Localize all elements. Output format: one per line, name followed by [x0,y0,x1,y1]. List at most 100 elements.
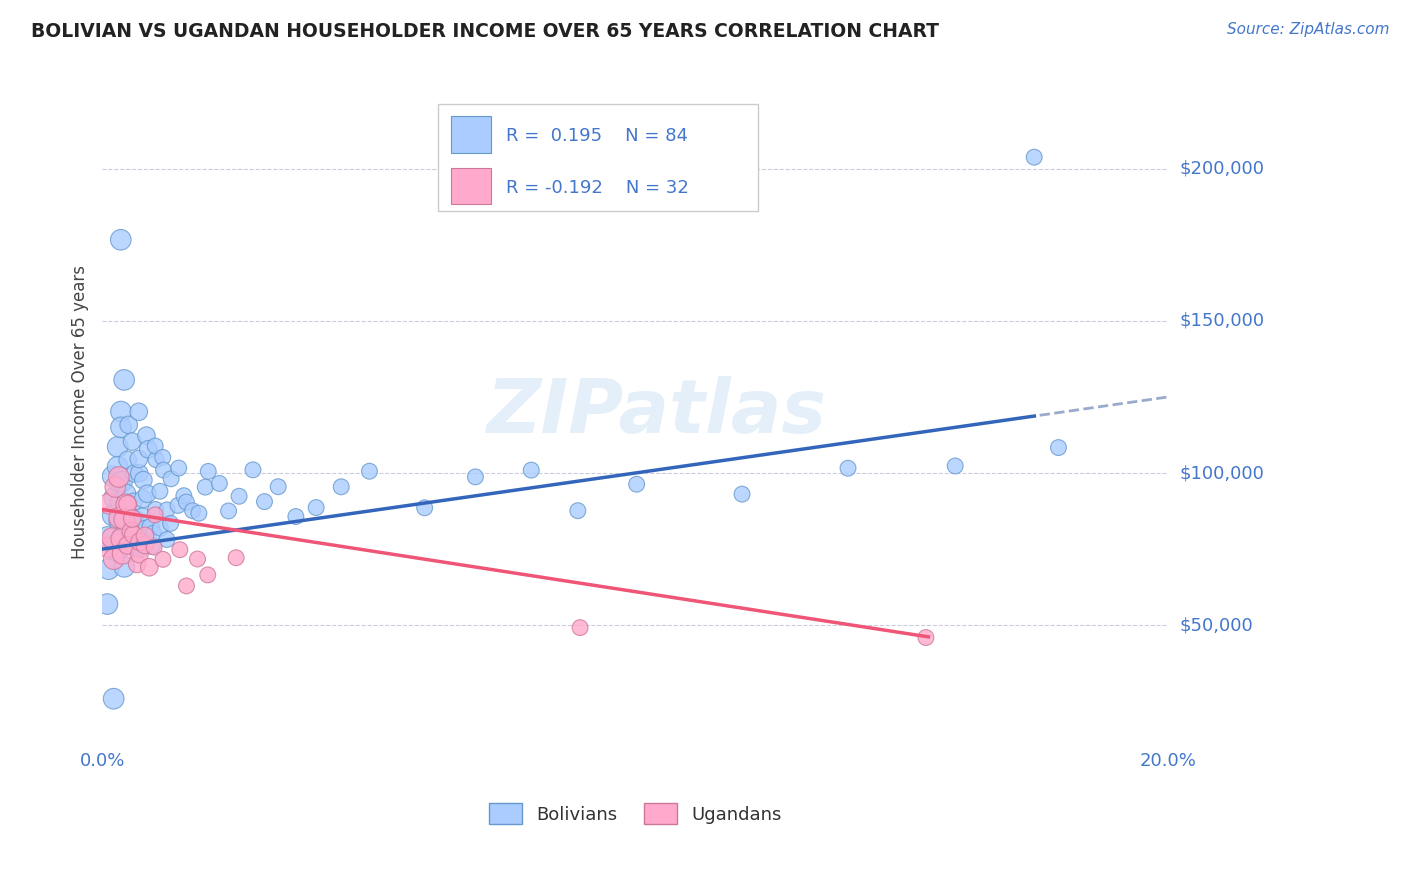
Point [111,528,134,542]
Point [173,489,195,503]
Point [97,497,120,511]
Point [110,532,132,546]
Point [330,480,353,494]
Point [569,621,592,635]
Point [107,459,129,474]
Point [122,495,145,509]
Point [143,508,166,522]
Point [107,544,129,558]
Point [225,550,247,565]
Point [1024,150,1046,164]
Point [242,463,264,477]
Point [96,597,118,611]
FancyBboxPatch shape [451,168,492,204]
Point [218,504,240,518]
Text: BOLIVIAN VS UGANDAN HOUSEHOLDER INCOME OVER 65 YEARS CORRELATION CHART: BOLIVIAN VS UGANDAN HOUSEHOLDER INCOME O… [31,22,939,41]
Point [134,529,156,543]
Point [108,510,131,524]
Legend: Bolivians, Ugandans: Bolivians, Ugandans [482,796,789,831]
Text: R = -0.192    N = 32: R = -0.192 N = 32 [506,178,689,197]
Point [135,428,157,442]
Point [128,542,150,557]
Point [134,538,156,552]
Point [104,480,127,494]
Point [152,552,174,566]
Point [837,461,859,475]
Point [253,494,276,508]
Point [141,539,163,553]
Point [121,539,143,553]
Point [156,533,179,547]
Point [152,450,174,465]
Point [97,562,120,576]
Point [208,476,231,491]
Point [127,557,149,571]
Point [112,512,135,526]
Point [121,434,143,449]
Point [117,497,139,511]
Text: ZIPatlas: ZIPatlas [486,376,827,449]
Point [167,499,190,513]
FancyBboxPatch shape [439,104,758,211]
Point [110,420,132,434]
Text: $100,000: $100,000 [1180,464,1264,482]
Point [136,442,159,457]
Point [108,475,131,490]
Point [176,495,198,509]
Point [115,486,138,500]
Text: $50,000: $50,000 [1180,616,1253,634]
Point [122,527,145,541]
Point [103,691,125,706]
Point [118,417,141,432]
Point [128,452,150,467]
Point [305,500,328,515]
Point [132,491,155,506]
Point [413,500,436,515]
Point [197,568,219,582]
Point [110,233,132,247]
Point [108,470,131,484]
Point [128,547,150,561]
Point [464,470,486,484]
Point [626,477,648,491]
Point [915,631,938,645]
Point [943,458,966,473]
Point [103,491,125,505]
Point [228,489,250,503]
Point [149,521,172,535]
Point [194,480,217,494]
Point [159,516,181,531]
Point [136,487,159,501]
Point [96,530,118,544]
Point [284,509,307,524]
Point [108,514,131,528]
Text: Source: ZipAtlas.com: Source: ZipAtlas.com [1226,22,1389,37]
Point [124,467,146,481]
Point [145,502,167,516]
Point [142,526,165,541]
Point [107,440,129,454]
Point [143,439,166,453]
Point [145,452,167,467]
Point [152,463,174,477]
Point [169,542,191,557]
Point [131,509,153,524]
Point [117,453,139,467]
Point [138,560,160,574]
Point [520,463,543,477]
Point [149,484,172,499]
Point [118,531,141,545]
Point [101,469,124,483]
Point [197,465,219,479]
Point [110,495,132,509]
Point [117,538,139,552]
Point [567,504,589,518]
Point [186,552,208,566]
Point [97,541,120,555]
Text: $200,000: $200,000 [1180,160,1264,178]
Text: $150,000: $150,000 [1180,312,1264,330]
Point [110,404,132,418]
Point [134,522,156,536]
Point [101,531,124,545]
Point [187,506,209,520]
